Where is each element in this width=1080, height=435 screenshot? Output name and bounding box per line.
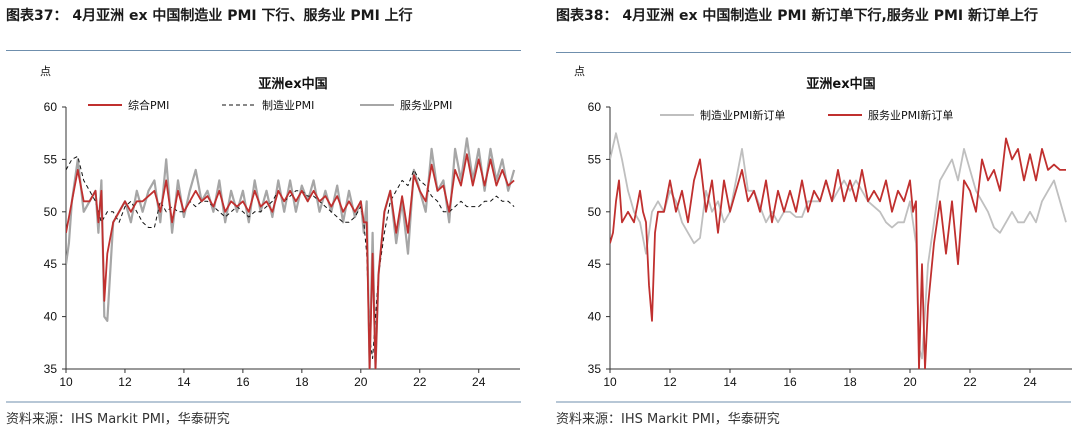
y-tick-label: 45 [588, 257, 602, 271]
y-tick-label: 50 [588, 205, 602, 219]
figure-title: 图表38： 4月亚洲 ex 中国制造业 PMI 新订单下行,服务业 PMI 新订… [556, 8, 1038, 24]
figure-title: 图表37： 4月亚洲 ex 中国制造业 PMI 下行、服务业 PMI 上行 [6, 8, 413, 24]
x-tick-label: 22 [963, 375, 977, 389]
chart-panel-right: 图表38： 4月亚洲 ex 中国制造业 PMI 新订单下行,服务业 PMI 新订… [550, 0, 1080, 435]
legend-label-manufacturing: 制造业PMI [262, 98, 314, 112]
legend-label-services: 服务业PMI新订单 [868, 108, 953, 122]
x-tick-label: 20 [354, 375, 368, 389]
x-tick-label: 24 [1023, 375, 1037, 389]
x-tick-label: 20 [903, 375, 917, 389]
series-line-services [66, 137, 516, 369]
source-note: 资料来源：IHS Markit PMI，华泰研究 [556, 412, 780, 427]
y-tick-label: 40 [588, 310, 602, 324]
legend-label-manufacturing: 制造业PMI新订单 [700, 108, 785, 122]
x-tick-label: 18 [295, 375, 309, 389]
legend-label-services: 服务业PMI [400, 99, 452, 112]
x-tick-label: 14 [723, 375, 737, 389]
x-tick-label: 16 [236, 375, 250, 389]
y-unit-label: 点 [40, 65, 51, 78]
y-tick-label: 60 [44, 100, 58, 114]
x-tick-label: 24 [472, 375, 486, 389]
y-tick-label: 40 [44, 310, 58, 324]
series-line-manufacturing [66, 155, 515, 359]
y-tick-label: 60 [588, 100, 602, 114]
source-note: 资料来源：IHS Markit PMI，华泰研究 [6, 412, 230, 427]
chart-title: 亚洲ex中国 [806, 76, 875, 92]
y-tick-label: 55 [588, 152, 602, 166]
series-line-manufacturing [610, 132, 1067, 360]
y-tick-label: 45 [44, 257, 58, 271]
x-tick-label: 10 [603, 375, 617, 389]
y-unit-label: 点 [574, 65, 585, 78]
title-divider [6, 50, 521, 51]
chart-title: 亚洲ex中国 [258, 76, 327, 92]
title-divider [556, 52, 1071, 53]
y-tick-label: 55 [44, 152, 58, 166]
x-tick-label: 14 [177, 375, 191, 389]
y-tick-label: 50 [44, 205, 58, 219]
series-line-services [610, 137, 1066, 369]
x-tick-label: 18 [843, 375, 857, 389]
series-line-composite [66, 153, 515, 369]
x-tick-label: 22 [413, 375, 427, 389]
chart-panel-left: 图表37： 4月亚洲 ex 中国制造业 PMI 下行、服务业 PMI 上行 点亚… [0, 0, 530, 435]
x-tick-label: 16 [783, 375, 797, 389]
x-tick-label: 12 [663, 375, 677, 389]
y-tick-label: 35 [588, 362, 602, 376]
x-tick-label: 10 [59, 375, 73, 389]
y-tick-label: 35 [44, 362, 58, 376]
legend-label-composite: 综合PMI [128, 98, 169, 112]
x-tick-label: 12 [118, 375, 132, 389]
